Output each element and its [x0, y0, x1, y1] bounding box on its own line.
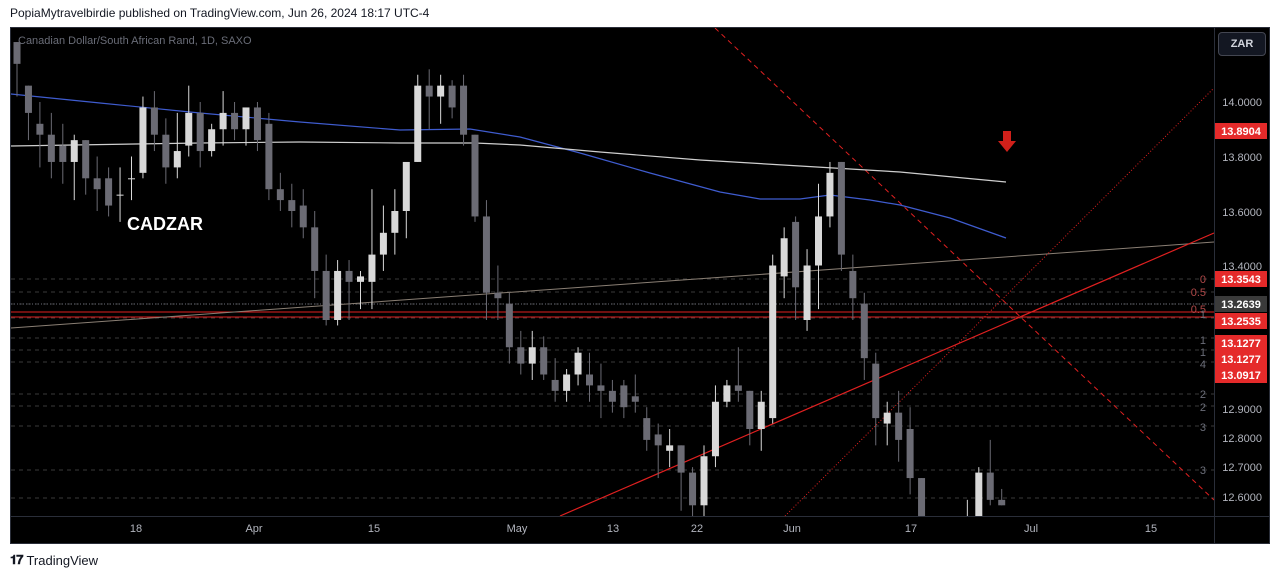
candle — [941, 549, 948, 579]
candle-body — [952, 571, 959, 576]
candle-body — [930, 538, 937, 579]
tradingview-logo[interactable]: 𝟏𝟕 TradingView — [10, 552, 98, 568]
tradingview-brand-text: TradingView — [26, 552, 99, 568]
chart-pane[interactable] — [10, 27, 1270, 544]
symbol-description: Canadian Dollar/South African Rand, 1D, … — [18, 35, 252, 47]
attribution-text: PopiaMytravelbirdie published on Trading… — [10, 6, 430, 20]
currency-button[interactable]: ZAR — [1218, 32, 1266, 56]
candle-body — [941, 565, 948, 579]
ticker-annotation: CADZAR — [127, 214, 203, 234]
tradingview-logo-icon: 𝟏𝟕 — [10, 552, 24, 567]
